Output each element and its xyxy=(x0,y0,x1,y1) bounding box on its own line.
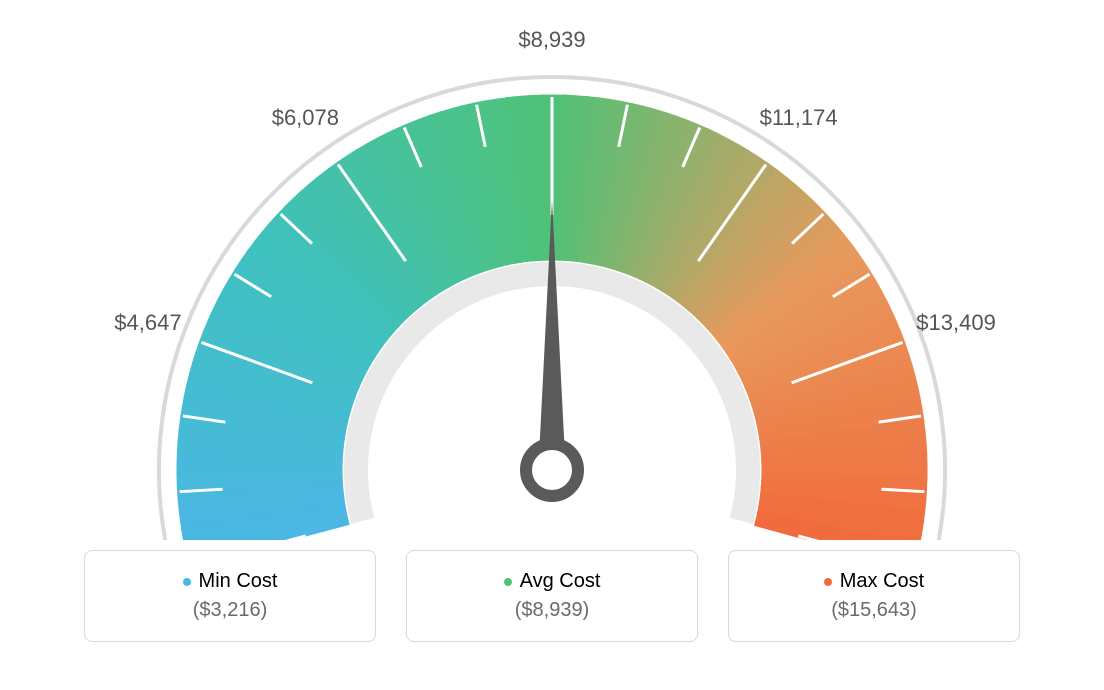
legend-label-avg: Avg Cost xyxy=(520,570,601,593)
gauge-chart: $3,216$4,647$6,078$8,939$11,174$13,409$1… xyxy=(0,0,1104,540)
legend-value-min: ($3,216) xyxy=(193,599,268,622)
legend-dot-avg xyxy=(504,578,512,586)
legend-title-max: Max Cost xyxy=(824,570,924,593)
legend-title-avg: Avg Cost xyxy=(504,570,601,593)
gauge-tick-label: $6,078 xyxy=(272,105,339,130)
gauge-tick-label: $13,409 xyxy=(916,310,996,335)
chart-container: $3,216$4,647$6,078$8,939$11,174$13,409$1… xyxy=(0,0,1104,690)
legend-card-min: Min Cost ($3,216) xyxy=(84,550,376,642)
legend-dot-max xyxy=(824,578,832,586)
legend-dot-min xyxy=(183,578,191,586)
legend-card-max: Max Cost ($15,643) xyxy=(728,550,1020,642)
legend-label-min: Min Cost xyxy=(199,570,278,593)
gauge-tick-label: $8,939 xyxy=(518,27,585,52)
gauge-tick-label: $11,174 xyxy=(760,105,838,130)
legend-value-max: ($15,643) xyxy=(831,599,917,622)
gauge-svg: $3,216$4,647$6,078$8,939$11,174$13,409$1… xyxy=(0,0,1104,540)
legend-value-avg: ($8,939) xyxy=(515,599,590,622)
legend-title-min: Min Cost xyxy=(183,570,278,593)
legend-row: Min Cost ($3,216) Avg Cost ($8,939) Max … xyxy=(84,550,1020,642)
legend-card-avg: Avg Cost ($8,939) xyxy=(406,550,698,642)
gauge-tick-label: $4,647 xyxy=(114,310,181,335)
legend-label-max: Max Cost xyxy=(840,570,924,593)
